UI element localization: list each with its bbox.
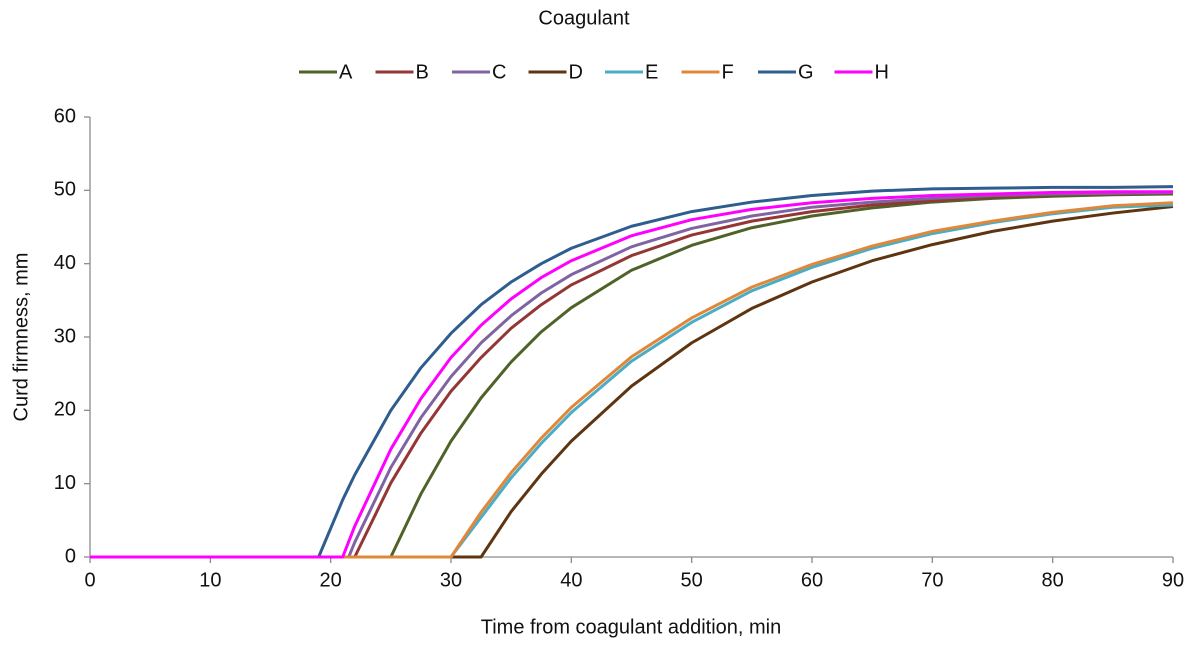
- series-line: [90, 185, 1174, 559]
- x-tick-label: 30: [440, 569, 462, 591]
- series-line: [90, 190, 1173, 559]
- y-tick-label: 20: [54, 399, 76, 421]
- series-line: [90, 191, 1174, 559]
- x-tick-label: 10: [199, 569, 221, 591]
- legend-label: C: [492, 61, 506, 83]
- series-line: [90, 204, 1174, 559]
- legend-label: G: [798, 61, 814, 83]
- y-tick-label: 10: [54, 472, 76, 494]
- x-axis-label: Time from coagulant addition, min: [481, 616, 782, 638]
- x-tick-label: 80: [1042, 569, 1064, 591]
- x-tick-label: 60: [801, 569, 823, 591]
- y-axis-label: Curd firmness, mm: [10, 253, 32, 422]
- y-tick-label: 0: [65, 545, 76, 567]
- x-tick-label: 0: [84, 569, 95, 591]
- series-line: [90, 201, 1174, 559]
- legend-label: F: [722, 61, 734, 83]
- y-tick-label: 50: [54, 179, 76, 201]
- x-tick-label: 20: [320, 569, 342, 591]
- x-tick-label: 90: [1162, 569, 1184, 591]
- x-tick-label: 50: [681, 569, 703, 591]
- y-tick-label: 30: [54, 325, 76, 347]
- legend-title: Coagulant: [538, 7, 630, 29]
- legend-label: D: [569, 61, 583, 83]
- legend-label: E: [645, 61, 658, 83]
- legend-label: A: [339, 61, 353, 83]
- legend-label: H: [875, 61, 889, 83]
- series-line: [90, 203, 1174, 559]
- x-tick-label: 70: [921, 569, 943, 591]
- y-tick-label: 40: [54, 252, 76, 274]
- y-tick-label: 60: [54, 105, 76, 127]
- legend-label: B: [416, 61, 429, 83]
- x-tick-label: 40: [560, 569, 582, 591]
